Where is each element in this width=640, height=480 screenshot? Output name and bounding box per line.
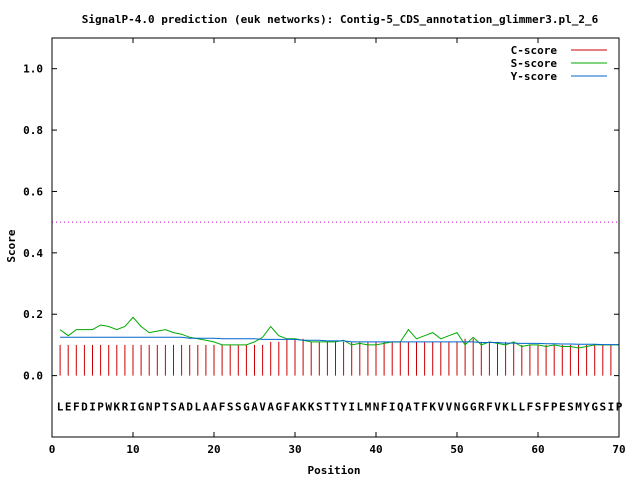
sequence-residue: V xyxy=(259,400,266,413)
y-tick-label: 0.8 xyxy=(23,124,43,137)
x-tick-label: 50 xyxy=(450,443,463,456)
sequence-residue: F xyxy=(486,400,493,413)
x-tick-label: 0 xyxy=(49,443,56,456)
sequence-residue: V xyxy=(446,400,453,413)
sequence-residue: S xyxy=(170,400,177,413)
sequence-residue: K xyxy=(429,400,436,413)
x-tick-label: 60 xyxy=(531,443,544,456)
sequence-residue: I xyxy=(130,400,137,413)
sequence-residue: F xyxy=(219,400,226,413)
sequence-residue: V xyxy=(494,400,501,413)
legend-label: S-score xyxy=(511,57,558,70)
sequence-residue: A xyxy=(178,400,185,413)
sequence-residue: G xyxy=(591,400,598,413)
y-tick-label: 0.6 xyxy=(23,185,43,198)
x-tick-label: 40 xyxy=(369,443,382,456)
sequence-residue: T xyxy=(332,400,339,413)
plot-area: 0.00.20.40.60.81.00 10 20 30 40 50 60 70L E F D I P W… xyxy=(23,38,626,456)
sequence-residue: D xyxy=(186,400,193,413)
sequence-residue: A xyxy=(211,400,218,413)
sequence-residue: I xyxy=(608,400,615,413)
sequence-residue: S xyxy=(567,400,574,413)
y-scoreline xyxy=(60,336,619,346)
y-tick-label: 0.4 xyxy=(23,247,43,260)
y-tick-label: 0.0 xyxy=(23,370,43,383)
sequence-residue: R xyxy=(478,400,485,413)
sequence-residue: W xyxy=(105,400,112,413)
sequence-residue: I xyxy=(89,400,96,413)
sequence-residue: D xyxy=(81,400,88,413)
sequence-residue: G xyxy=(462,400,469,413)
sequence-residue: E xyxy=(65,400,72,413)
x-tick-label: 70 xyxy=(612,443,625,456)
sequence-residue: S xyxy=(227,400,234,413)
sequence-residue: T xyxy=(413,400,420,413)
sequence-residue: S xyxy=(235,400,242,413)
sequence-residue: P xyxy=(154,400,161,413)
chart-title: SignalP-4.0 prediction (euk networks): C… xyxy=(82,13,599,26)
sequence-residue: I xyxy=(348,400,355,413)
sequence-residue: N xyxy=(146,400,153,413)
sequence-residue: A xyxy=(251,400,258,413)
sequence-residue: K xyxy=(113,400,120,413)
sequence-residue: G xyxy=(470,400,477,413)
x-tick-label: 10 xyxy=(126,443,139,456)
sequence-residue: S xyxy=(535,400,542,413)
sequence-residue: G xyxy=(275,400,282,413)
sequence-residue: L xyxy=(356,400,363,413)
legend-label: C-score xyxy=(511,44,558,57)
sequence-residue: L xyxy=(510,400,517,413)
sequence-residue: P xyxy=(551,400,558,413)
y-tick-label: 1.0 xyxy=(23,63,43,76)
plot-frame xyxy=(51,37,620,438)
sequence-residue: M xyxy=(365,400,372,413)
sequence-residue: A xyxy=(405,400,412,413)
sequence-residue: E xyxy=(559,400,566,413)
sequence-residue: F xyxy=(543,400,550,413)
sequence-residue: N xyxy=(454,400,461,413)
sequence-residue: A xyxy=(267,400,274,413)
sequence-residue: K xyxy=(300,400,307,413)
legend-label: Y-score xyxy=(511,70,558,83)
sequence-residue: M xyxy=(575,400,582,413)
sequence-residue: G xyxy=(243,400,250,413)
x-axis-label: Position xyxy=(308,464,361,477)
sequence-residue: R xyxy=(122,400,129,413)
y-axis-label: Score xyxy=(5,229,18,262)
sequence-residue: V xyxy=(437,400,444,413)
sequence-residue: Y xyxy=(340,400,347,413)
sequence-residue: G xyxy=(138,400,145,413)
sequence-residue: T xyxy=(324,400,331,413)
sequence-residue: Y xyxy=(583,400,590,413)
sequence-residue: K xyxy=(502,400,509,413)
sequence-residue: S xyxy=(599,400,606,413)
sequence-residue: F xyxy=(284,400,291,413)
sequence-residue: Q xyxy=(397,400,404,413)
sequence-residue: T xyxy=(162,400,169,413)
sequence-residue: F xyxy=(73,400,80,413)
sequence-residue: A xyxy=(203,400,210,413)
sequence-residue: F xyxy=(527,400,534,413)
sequence-residue: F xyxy=(421,400,428,413)
sequence-residue: L xyxy=(518,400,525,413)
x-tick-label: 30 xyxy=(288,443,301,456)
sequence-residue: K xyxy=(308,400,315,413)
sequence-residue: S xyxy=(316,400,323,413)
sequence-residue: I xyxy=(389,400,396,413)
sequence-residue: F xyxy=(381,400,388,413)
x-tick-label: 20 xyxy=(207,443,220,456)
sequence-residue: L xyxy=(194,400,201,413)
sequence-residue: A xyxy=(292,400,299,413)
sequence-residue: P xyxy=(97,400,104,413)
sequence-residue: N xyxy=(373,400,380,413)
y-tick-label: 0.2 xyxy=(23,308,43,321)
sequence-residue: L xyxy=(57,400,64,413)
